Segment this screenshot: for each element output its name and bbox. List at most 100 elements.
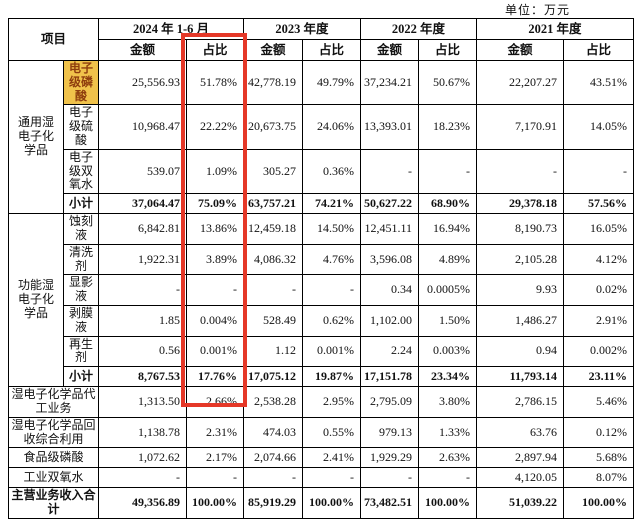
amount-cell: 37,064.47 bbox=[98, 193, 187, 215]
amount-cell: 0.94 bbox=[476, 335, 564, 368]
amount-cell: 85,919.29 bbox=[243, 487, 303, 519]
amount-cell: - bbox=[360, 148, 419, 195]
ratio-cell: 4.12% bbox=[563, 243, 634, 276]
column-header-amount: 金额 bbox=[476, 39, 564, 61]
amount-cell: 1.85 bbox=[98, 304, 187, 337]
amount-cell: 1,486.27 bbox=[476, 304, 564, 337]
column-header-amount: 金额 bbox=[243, 39, 303, 61]
amount-cell: 1,072.62 bbox=[98, 447, 187, 469]
amount-cell: 13,393.01 bbox=[360, 104, 419, 150]
amount-cell: 49,356.89 bbox=[98, 487, 187, 519]
amount-cell: 50,627.22 bbox=[360, 193, 419, 215]
ratio-cell: 0.001% bbox=[302, 335, 361, 368]
ratio-cell: 0.55% bbox=[302, 416, 361, 449]
revenue-breakdown-table: 项目 2024 年 1-6 月 2023 年度 2022 年度 2021 年度 … bbox=[8, 18, 634, 519]
amount-cell: 2,538.28 bbox=[243, 386, 303, 418]
ratio-cell: 24.06% bbox=[302, 104, 361, 150]
ratio-cell: 17.76% bbox=[186, 366, 244, 388]
amount-cell: 37,234.21 bbox=[360, 59, 419, 106]
amount-cell: 73,482.51 bbox=[360, 487, 419, 519]
row-label: 小计 bbox=[63, 193, 99, 215]
ratio-cell: - bbox=[302, 467, 361, 489]
unit-label: 单位：万元 bbox=[504, 3, 570, 17]
amount-cell: 474.03 bbox=[243, 416, 303, 449]
amount-cell: - bbox=[476, 148, 564, 195]
ratio-cell: 57.56% bbox=[563, 193, 634, 215]
subtotal-row: 小计 8,767.53 17.76% 17,075.12 19.87% 17,1… bbox=[9, 366, 634, 388]
table-row: 显影液 - - - - 0.34 0.0005% 9.93 0.02% bbox=[9, 274, 634, 306]
row-label: 清洗剂 bbox=[63, 243, 99, 276]
ratio-cell: - bbox=[563, 148, 634, 195]
amount-cell: 1,929.29 bbox=[360, 447, 419, 469]
amount-cell: 6,842.81 bbox=[98, 213, 187, 245]
row-label: 电子级双氧水 bbox=[63, 148, 99, 195]
ratio-cell: 22.22% bbox=[186, 104, 244, 150]
row-label-highlighted: 电子级磷酸 bbox=[63, 59, 99, 106]
ratio-cell: - bbox=[302, 274, 361, 306]
amount-cell: 8,767.53 bbox=[98, 366, 187, 388]
category-cell-general: 通用湿电子化学品 bbox=[8, 59, 64, 215]
column-header-period-2024: 2024 年 1-6 月 bbox=[98, 18, 244, 40]
row-label: 湿电子化学品代工业务 bbox=[8, 386, 99, 418]
amount-cell: 29,378.18 bbox=[476, 193, 564, 215]
column-header-ratio: 占比 bbox=[418, 39, 477, 61]
ratio-cell: 13.86% bbox=[186, 213, 244, 245]
amount-cell: 2,074.66 bbox=[243, 447, 303, 469]
amount-cell: 22,207.27 bbox=[476, 59, 564, 106]
ratio-cell: 0.0005% bbox=[418, 274, 477, 306]
table-row: 食品级磷酸 1,072.62 2.17% 2,074.66 2.41% 1,92… bbox=[8, 447, 634, 469]
amount-cell: - bbox=[98, 467, 187, 489]
ratio-cell: 43.51% bbox=[563, 59, 634, 106]
ratio-cell: 0.02% bbox=[563, 274, 634, 306]
ratio-cell: 19.87% bbox=[302, 366, 361, 388]
row-label: 蚀刻液 bbox=[63, 213, 99, 245]
row-label: 工业双氧水 bbox=[8, 467, 99, 489]
amount-cell: 1,313.50 bbox=[98, 386, 187, 418]
ratio-cell: 51.78% bbox=[186, 59, 244, 106]
ratio-cell: 50.67% bbox=[418, 59, 477, 106]
amount-cell: 0.34 bbox=[360, 274, 419, 306]
amount-cell: 51,039.22 bbox=[476, 487, 564, 519]
ratio-cell: - bbox=[186, 467, 244, 489]
ratio-cell: 2.63% bbox=[418, 447, 477, 469]
column-header-period-2021: 2021 年度 bbox=[476, 18, 634, 40]
table-row: 湿电子化学品回收综合利用 1,138.78 2.31% 474.03 0.55%… bbox=[8, 416, 634, 449]
amount-cell: 11,793.14 bbox=[476, 366, 564, 388]
amount-cell: 4,086.32 bbox=[243, 243, 303, 276]
table-row: 剥膜液 1.85 0.004% 528.49 0.62% 1,102.00 1.… bbox=[9, 304, 634, 337]
amount-cell: - bbox=[360, 467, 419, 489]
ratio-cell: 100.00% bbox=[418, 487, 477, 519]
ratio-cell: 0.003% bbox=[418, 335, 477, 368]
amount-cell: 528.49 bbox=[243, 304, 303, 337]
table-row: 工业双氧水 - - - - - - 4,120.05 8.07% bbox=[8, 467, 634, 489]
ratio-cell: 49.79% bbox=[302, 59, 361, 106]
ratio-cell: 100.00% bbox=[563, 487, 634, 519]
ratio-cell: 68.90% bbox=[418, 193, 477, 215]
amount-cell: 1.12 bbox=[243, 335, 303, 368]
amount-cell: 1,138.78 bbox=[98, 416, 187, 449]
ratio-cell: 0.001% bbox=[186, 335, 244, 368]
row-label: 电子级硫酸 bbox=[63, 104, 99, 150]
column-header-item: 项目 bbox=[8, 18, 99, 61]
ratio-cell: - bbox=[186, 274, 244, 306]
amount-cell: 10,968.47 bbox=[98, 104, 187, 150]
ratio-cell: - bbox=[418, 467, 477, 489]
amount-cell: 539.07 bbox=[98, 148, 187, 195]
column-header-ratio: 占比 bbox=[302, 39, 361, 61]
column-header-period-2022: 2022 年度 bbox=[360, 18, 477, 40]
amount-cell: 3,596.08 bbox=[360, 243, 419, 276]
amount-cell: 2,897.94 bbox=[476, 447, 564, 469]
header-row-periods: 项目 2024 年 1-6 月 2023 年度 2022 年度 2021 年度 bbox=[8, 18, 634, 61]
row-label: 剥膜液 bbox=[63, 304, 99, 337]
amount-cell: 17,151.78 bbox=[360, 366, 419, 388]
ratio-cell: 0.004% bbox=[186, 304, 244, 337]
amount-cell: 2,795.09 bbox=[360, 386, 419, 418]
ratio-cell: - bbox=[418, 148, 477, 195]
table-row: 电子级硫酸 10,968.47 22.22% 20,673.75 24.06% … bbox=[9, 104, 634, 150]
ratio-cell: 2.41% bbox=[302, 447, 361, 469]
ratio-cell: 2.31% bbox=[186, 416, 244, 449]
ratio-cell: 1.50% bbox=[418, 304, 477, 337]
ratio-cell: 3.80% bbox=[418, 386, 477, 418]
amount-cell: 42,778.19 bbox=[243, 59, 303, 106]
amount-cell: 4,120.05 bbox=[476, 467, 564, 489]
